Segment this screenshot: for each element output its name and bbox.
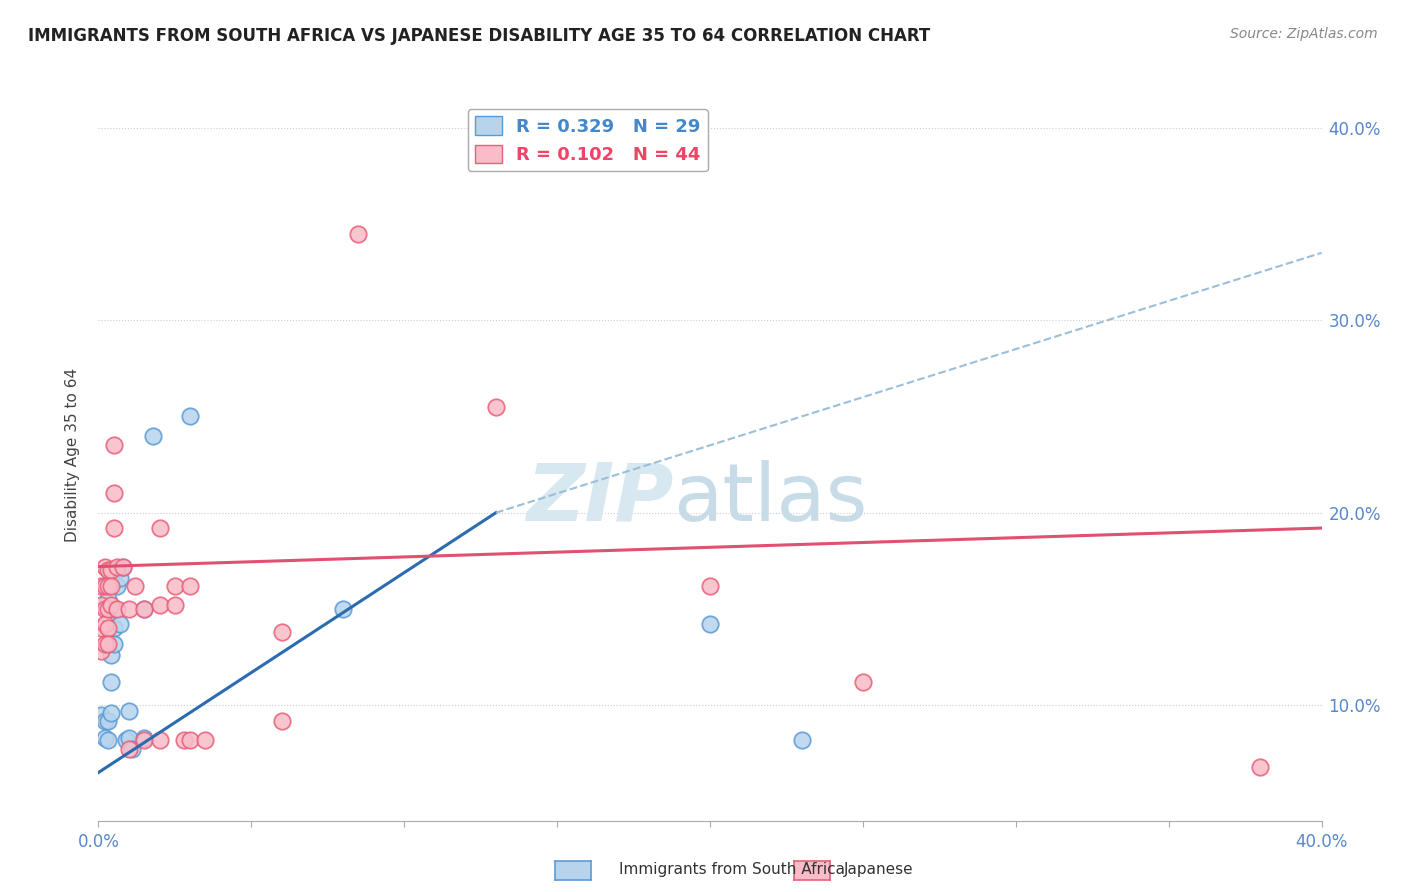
Legend: R = 0.329   N = 29, R = 0.102   N = 44: R = 0.329 N = 29, R = 0.102 N = 44 [468,109,707,171]
Text: Japanese: Japanese [844,863,914,877]
Point [105,579,128,593]
Point [93,559,115,574]
Point [108,571,131,585]
Point [118,704,141,718]
Point [111,559,134,574]
Point [790,732,813,747]
Point [100,598,122,612]
Point [124,579,146,593]
Point [100,675,122,690]
Point [103,602,125,616]
Text: Source: ZipAtlas.com: Source: ZipAtlas.com [1230,27,1378,41]
Point [103,486,125,500]
Point [93,602,115,616]
Point [111,559,134,574]
Point [347,227,370,241]
Point [103,636,125,650]
Text: atlas: atlas [673,459,868,538]
Point [103,438,125,452]
Point [97,714,120,728]
Text: ZIP: ZIP [526,459,673,538]
Point [699,617,721,632]
Point [93,617,115,632]
Point [270,625,292,640]
Point [179,579,201,593]
Point [100,706,122,720]
Point [103,521,125,535]
Point [97,732,120,747]
Point [103,563,125,577]
Point [485,400,508,414]
Point [93,714,115,728]
Point [97,602,120,616]
Point [852,675,875,690]
Point [108,617,131,632]
Point [97,621,120,635]
Point [105,563,128,577]
Point [90,644,112,658]
Point [97,592,120,607]
Point [270,714,292,728]
Point [103,621,125,635]
Point [100,648,122,662]
Point [163,598,186,612]
Point [149,598,172,612]
Point [149,732,172,747]
Point [90,621,112,635]
Point [118,742,141,756]
Point [121,742,143,756]
Point [105,602,128,616]
Point [100,563,122,577]
Y-axis label: Disability Age 35 to 64: Disability Age 35 to 64 [65,368,80,542]
Text: IMMIGRANTS FROM SOUTH AFRICA VS JAPANESE DISABILITY AGE 35 TO 64 CORRELATION CHA: IMMIGRANTS FROM SOUTH AFRICA VS JAPANESE… [28,27,931,45]
Point [149,521,172,535]
Point [134,602,156,616]
Point [179,732,201,747]
Point [194,732,217,747]
Point [332,602,354,616]
Point [90,707,112,722]
Point [699,579,721,593]
Text: Immigrants from South Africa: Immigrants from South Africa [619,863,845,877]
Point [93,731,115,745]
Point [100,579,122,593]
Point [118,602,141,616]
Point [118,731,141,745]
Point [179,409,201,424]
Point [134,732,156,747]
Point [173,732,195,747]
Point [93,579,115,593]
Point [163,579,186,593]
Point [1249,760,1271,774]
Point [134,602,156,616]
Point [142,428,165,442]
Point [97,636,120,650]
Point [105,559,128,574]
Point [97,563,120,577]
Point [93,636,115,650]
Point [134,731,156,745]
Point [115,732,138,747]
Point [97,579,120,593]
Point [90,579,112,593]
Point [90,598,112,612]
